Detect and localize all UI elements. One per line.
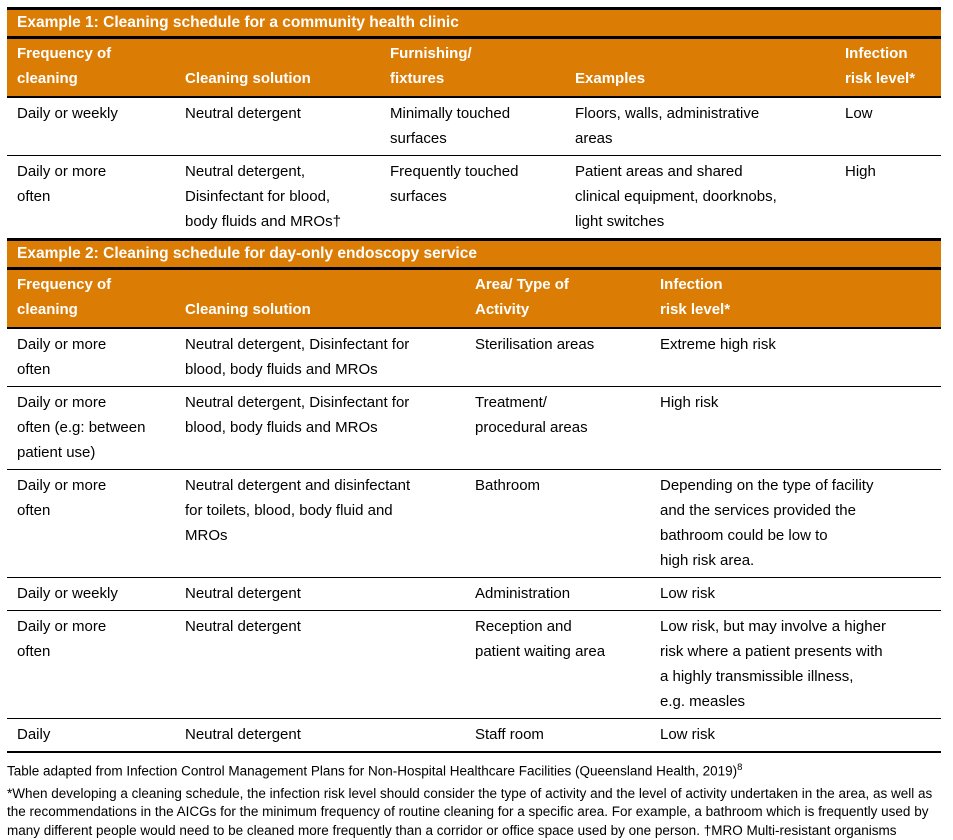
- body-cell: Low: [835, 98, 941, 155]
- table2-title-bar: Example 2: Cleaning schedule for day-onl…: [7, 238, 941, 270]
- footnote-source-text: Table adapted from Infection Control Man…: [7, 764, 737, 779]
- body-cell: Daily or more often: [7, 156, 175, 238]
- body-cell: Neutral detergent: [175, 578, 465, 610]
- body-cell: Daily or weekly: [7, 98, 175, 155]
- table-row: Daily or more often Neutral detergent, D…: [7, 329, 941, 387]
- body-cell: Low risk: [650, 719, 941, 751]
- table1-header-examples: Examples: [565, 64, 835, 96]
- table-row: Daily or more often Neutral detergent an…: [7, 470, 941, 578]
- body-cell: Low risk: [650, 578, 941, 610]
- footnote-note: *When developing a cleaning schedule, th…: [7, 785, 947, 840]
- body-cell: Patient areas and shared clinical equipm…: [565, 156, 835, 238]
- body-cell: Staff room: [465, 719, 650, 751]
- body-cell: Treatment/ procedural areas: [465, 387, 650, 469]
- superscript-reference: 8: [737, 762, 742, 773]
- table1-header-solution: Cleaning solution: [175, 64, 380, 96]
- body-cell: High: [835, 156, 941, 238]
- table2-header-solution: Cleaning solution: [175, 295, 465, 327]
- body-cell: Daily: [7, 719, 175, 751]
- body-cell: Neutral detergent: [175, 611, 465, 718]
- footnote-source: Table adapted from Infection Control Man…: [7, 758, 947, 781]
- body-cell: Neutral detergent: [175, 98, 380, 155]
- body-cell: Neutral detergent, Disinfectant for bloo…: [175, 156, 380, 238]
- body-cell: Sterilisation areas: [465, 329, 650, 386]
- body-cell: Neutral detergent, Disinfectant for bloo…: [175, 329, 465, 386]
- table-row: Daily or more often (e.g: between patien…: [7, 387, 941, 470]
- table1-header-row: Frequency of cleaning Cleaning solution …: [7, 39, 941, 98]
- body-cell: Neutral detergent: [175, 719, 465, 751]
- body-cell: Extreme high risk: [650, 329, 941, 386]
- table-row: Daily or more often Neutral detergent Re…: [7, 611, 941, 719]
- table2-title: Example 2: Cleaning schedule for day-onl…: [17, 245, 477, 262]
- body-cell: Floors, walls, administrative areas: [565, 98, 835, 155]
- body-cell: Bathroom: [465, 470, 650, 577]
- table1-header-risk: Infection risk level*: [835, 39, 941, 96]
- body-cell: Reception and patient waiting area: [465, 611, 650, 718]
- table1-title-bar: Example 1: Cleaning schedule for a commu…: [7, 7, 941, 39]
- body-cell: High risk: [650, 387, 941, 469]
- body-cell: Frequently touched surfaces: [380, 156, 565, 238]
- body-cell: Administration: [465, 578, 650, 610]
- table1-header-frequency: Frequency of cleaning: [7, 39, 175, 96]
- table1-header-furnishing: Furnishing/ fixtures: [380, 39, 565, 96]
- body-cell: Neutral detergent and disinfectant for t…: [175, 470, 465, 577]
- table1-title: Example 1: Cleaning schedule for a commu…: [17, 14, 459, 31]
- table-row: Daily or weekly Neutral detergent Minima…: [7, 98, 941, 156]
- table2-header-frequency: Frequency of cleaning: [7, 270, 175, 327]
- body-cell: Depending on the type of facility and th…: [650, 470, 941, 577]
- body-cell: Daily or more often: [7, 611, 175, 718]
- body-cell: Daily or more often (e.g: between patien…: [7, 387, 175, 469]
- table2-header-row: Frequency of cleaning Cleaning solution …: [7, 270, 941, 329]
- document-page: Example 1: Cleaning schedule for a commu…: [7, 7, 941, 840]
- body-cell: Neutral detergent, Disinfectant for bloo…: [175, 387, 465, 469]
- body-cell: Daily or more often: [7, 329, 175, 386]
- table-row: Daily Neutral detergent Staff room Low r…: [7, 719, 941, 753]
- table-row: Daily or more often Neutral detergent, D…: [7, 156, 941, 238]
- body-cell: Minimally touched surfaces: [380, 98, 565, 155]
- body-cell: Daily or more often: [7, 470, 175, 577]
- table2-header-risk: Infection risk level*: [650, 270, 941, 327]
- body-cell: Low risk, but may involve a higher risk …: [650, 611, 941, 718]
- table-row: Daily or weekly Neutral detergent Admini…: [7, 578, 941, 611]
- table2-header-area: Area/ Type of Activity: [465, 270, 650, 327]
- body-cell: Daily or weekly: [7, 578, 175, 610]
